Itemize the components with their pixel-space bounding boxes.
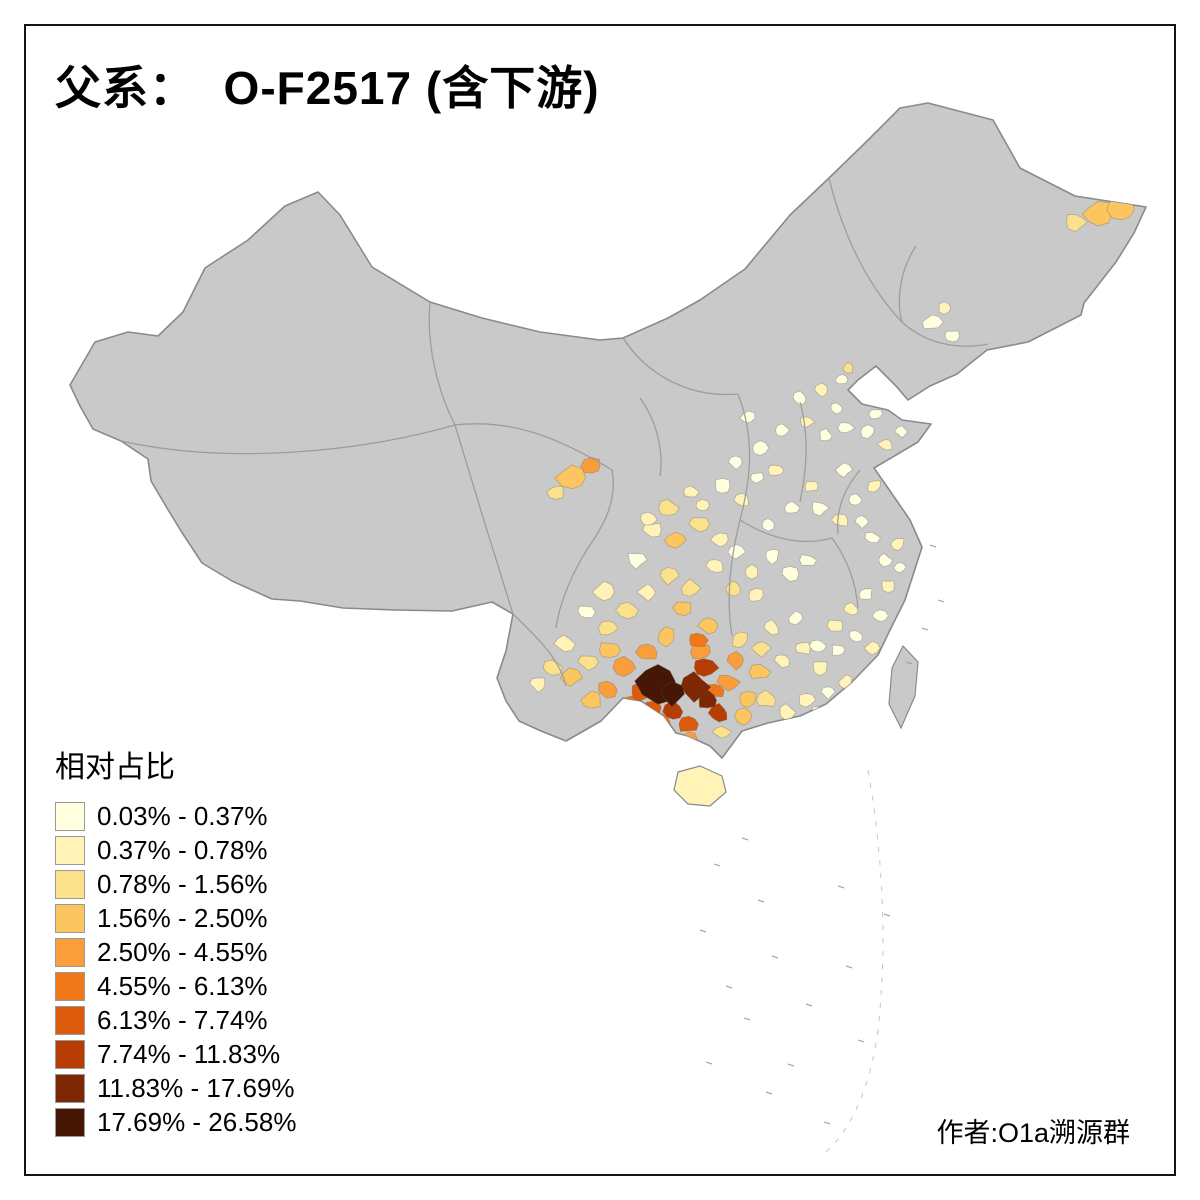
legend-swatch	[55, 870, 85, 899]
legend-swatch	[55, 802, 85, 831]
legend-swatch	[55, 1074, 85, 1103]
page-title: 父系： O-F2517 (含下游)	[55, 62, 600, 114]
legend-label: 6.13% - 7.74%	[97, 1005, 268, 1035]
legend-label: 0.78% - 1.56%	[97, 869, 268, 899]
legend-item: 7.74% - 11.83%	[55, 1039, 296, 1069]
legend-swatch	[55, 938, 85, 967]
hainan-island	[673, 765, 727, 807]
legend-swatch	[55, 972, 85, 1001]
legend-item: 2.50% - 4.55%	[55, 937, 296, 967]
attribution: 作者:O1a溯源群	[936, 1118, 1130, 1148]
legend-label: 0.03% - 0.37%	[97, 801, 268, 831]
legend-item: 4.55% - 6.13%	[55, 971, 296, 1001]
taiwan-island	[888, 644, 919, 730]
legend-label: 7.74% - 11.83%	[97, 1039, 281, 1069]
legend-item: 17.69% - 26.58%	[55, 1107, 297, 1137]
legend-item: 11.83% - 17.69%	[55, 1073, 296, 1103]
legend-swatch	[55, 836, 85, 865]
legend-label: 2.50% - 4.55%	[97, 937, 268, 967]
province-borders	[120, 177, 989, 687]
mainland-china	[69, 102, 1147, 759]
legend-swatch	[55, 1108, 85, 1137]
legend-swatch	[55, 1040, 85, 1069]
south-china-sea-islands	[699, 544, 945, 1153]
legend-swatch	[55, 1006, 85, 1035]
legend-label: 4.55% - 6.13%	[97, 971, 268, 1001]
legend: 相对占比 0.03% - 0.37% 0.37% - 0.78% 0.78% - 1…	[55, 742, 296, 1142]
legend-label: 1.56% - 2.50%	[97, 903, 268, 933]
legend-item: 0.37% - 0.78%	[55, 835, 296, 865]
legend-label: 0.37% - 0.78%	[97, 835, 268, 865]
legend-item: 0.78% - 1.56%	[55, 869, 296, 899]
legend-label: 17.69% - 26.58%	[97, 1107, 297, 1137]
legend-item: 1.56% - 2.50%	[55, 903, 296, 933]
legend-items: 0.03% - 0.37% 0.37% - 0.78% 0.78% - 1.56% 1…	[55, 801, 297, 1137]
legend-swatch	[55, 904, 85, 933]
legend-title: 相对占比	[55, 751, 175, 784]
legend-item: 0.03% - 0.37%	[55, 801, 296, 831]
legend-item: 6.13% - 7.74%	[55, 1005, 296, 1035]
legend-label: 11.83% - 17.69%	[97, 1073, 295, 1103]
